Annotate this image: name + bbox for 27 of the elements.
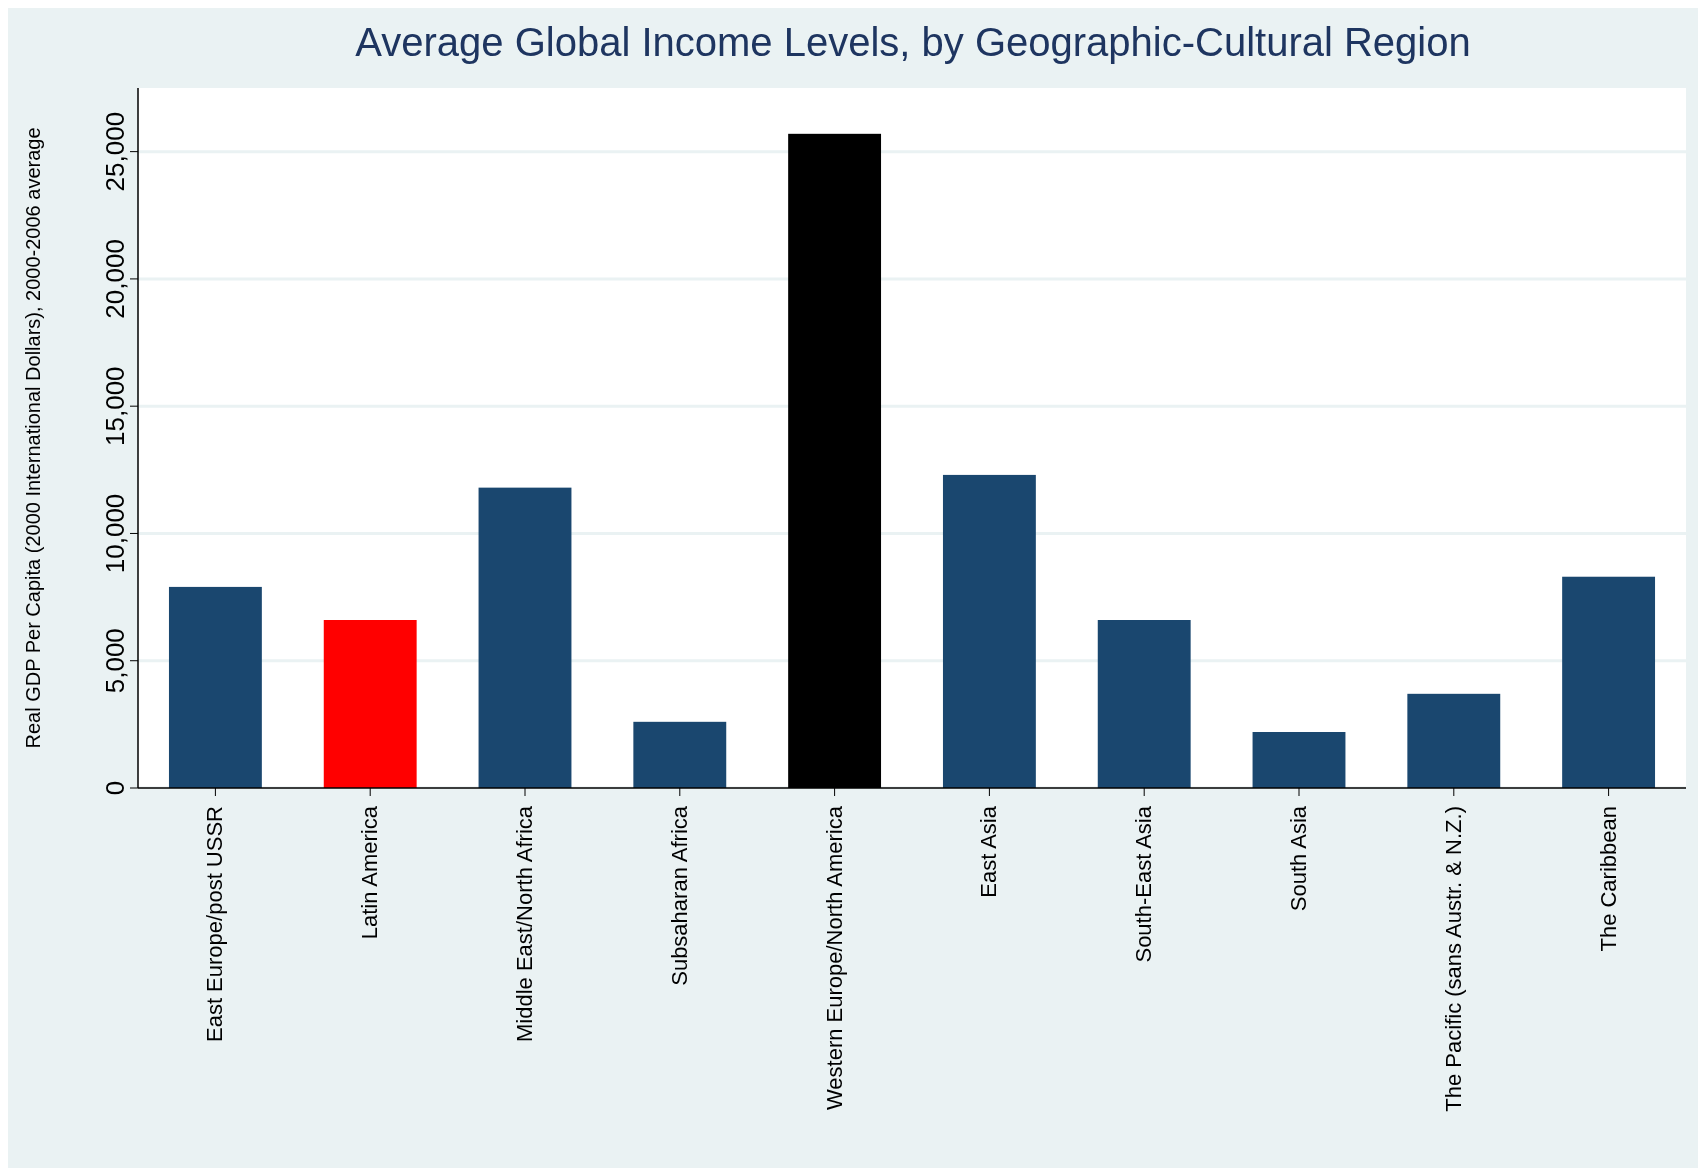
y-tick-label: 15,000 <box>100 366 130 446</box>
y-tick-label: 5,000 <box>100 628 130 694</box>
x-tick-label: South Asia <box>1286 805 1311 912</box>
bar <box>1252 732 1346 788</box>
y-tick-label: 20,000 <box>100 239 130 319</box>
x-tick-label: Middle East/North Africa <box>512 805 537 1042</box>
bar <box>1562 576 1656 788</box>
bar <box>1407 693 1501 788</box>
x-tick-label: East Europe/post USSR <box>202 806 228 1043</box>
x-tick-label: East Asia <box>976 805 1002 898</box>
y-tick-label: 25,000 <box>100 111 130 192</box>
x-tick-label: The Caribbean <box>1595 806 1621 952</box>
bar <box>478 487 572 788</box>
y-axis-title: Real GDP Per Capita (2000 International Dollars), 2000-2006 average <box>22 127 44 749</box>
bar <box>942 474 1036 788</box>
x-tick-label: Western Europe/North America <box>821 805 847 1111</box>
x-tick-label: South-East Asia <box>1131 805 1157 963</box>
y-tick-label: 10,000 <box>100 493 130 574</box>
chart-title: Average Global Income Levels, by Geographic-Cultural Region <box>355 20 1471 64</box>
bar <box>323 620 417 788</box>
bar <box>168 586 262 788</box>
bar <box>1097 620 1191 788</box>
bar <box>633 721 727 788</box>
x-tick-label: Subsaharan Africa <box>666 805 692 986</box>
x-tick-label: Latin America <box>357 805 383 940</box>
y-tick-label: 0 <box>100 780 130 796</box>
x-tick-label: The Pacific (sans Austr. & N.Z.) <box>1440 806 1466 1112</box>
